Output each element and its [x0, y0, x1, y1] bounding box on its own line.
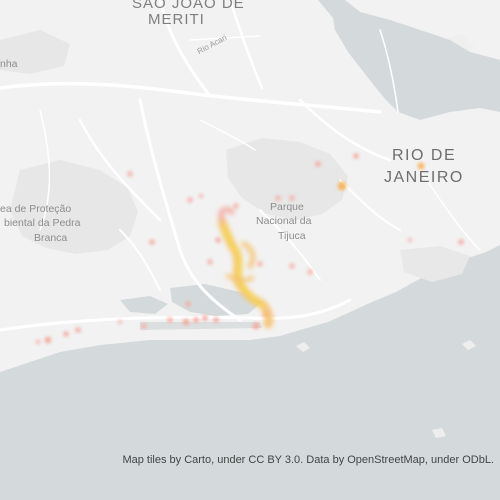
heat-point — [315, 161, 321, 167]
heat-corridor — [217, 206, 274, 329]
heat-point — [417, 162, 425, 170]
hills-tijuca — [226, 138, 348, 220]
hills-gericino — [0, 30, 70, 74]
heat-point — [353, 153, 359, 159]
heat-point — [252, 322, 260, 330]
heat-point — [337, 181, 347, 191]
heat-point — [458, 239, 464, 245]
heat-point — [35, 339, 41, 345]
heat-point — [182, 318, 190, 326]
heat-point — [215, 237, 221, 243]
heat-point — [289, 263, 295, 269]
heat-point — [75, 327, 81, 333]
heat-point — [193, 317, 199, 323]
heat-point — [407, 237, 413, 243]
road-network — [0, 0, 481, 332]
heat-point — [117, 319, 123, 325]
heat-point — [289, 195, 295, 201]
label-protecao-2: biental da Pedra — [4, 217, 81, 229]
heat-point — [233, 203, 239, 209]
heat-point — [202, 315, 208, 321]
label-protecao-3: Branca — [34, 232, 68, 244]
island-3 — [462, 340, 476, 350]
heat-point — [207, 259, 213, 265]
heatmap-layer — [35, 153, 464, 345]
label-rio: RIO DE — [392, 147, 457, 164]
heat-point — [185, 301, 191, 307]
heat-point — [257, 261, 263, 267]
heat-point — [307, 269, 313, 275]
heat-point — [275, 195, 281, 201]
label-park-2: Nacional da — [256, 215, 312, 227]
heat-point — [213, 317, 219, 323]
label-janeiro: JANEIRO — [384, 169, 464, 186]
heat-point — [141, 323, 147, 329]
heat-point — [198, 193, 204, 199]
heat-point — [44, 336, 52, 344]
heat-point — [63, 331, 69, 337]
guanabara-bay — [318, 0, 500, 116]
island-1 — [296, 342, 310, 352]
label-protecao-1: ea de Proteção — [0, 203, 72, 215]
map-attribution[interactable]: Map tiles by Carto, under CC BY 3.0. Dat… — [122, 454, 494, 466]
heat-point — [187, 197, 193, 203]
hills-east — [400, 246, 470, 282]
lagoon-west — [120, 296, 168, 314]
hills-pedra-branca — [10, 160, 138, 254]
lagoon-marapendi — [140, 322, 262, 330]
island-2 — [432, 428, 446, 438]
heat-point — [167, 317, 173, 323]
heat-point — [149, 239, 155, 245]
label-park-1: Parque — [270, 201, 304, 213]
label-park-3: Tijuca — [278, 230, 306, 242]
label-meriti: MERITI — [148, 11, 205, 28]
label-nha: nha — [0, 58, 18, 70]
heat-point — [127, 171, 133, 177]
label-sao-joao: SÃO JOÃO DE — [132, 0, 245, 12]
